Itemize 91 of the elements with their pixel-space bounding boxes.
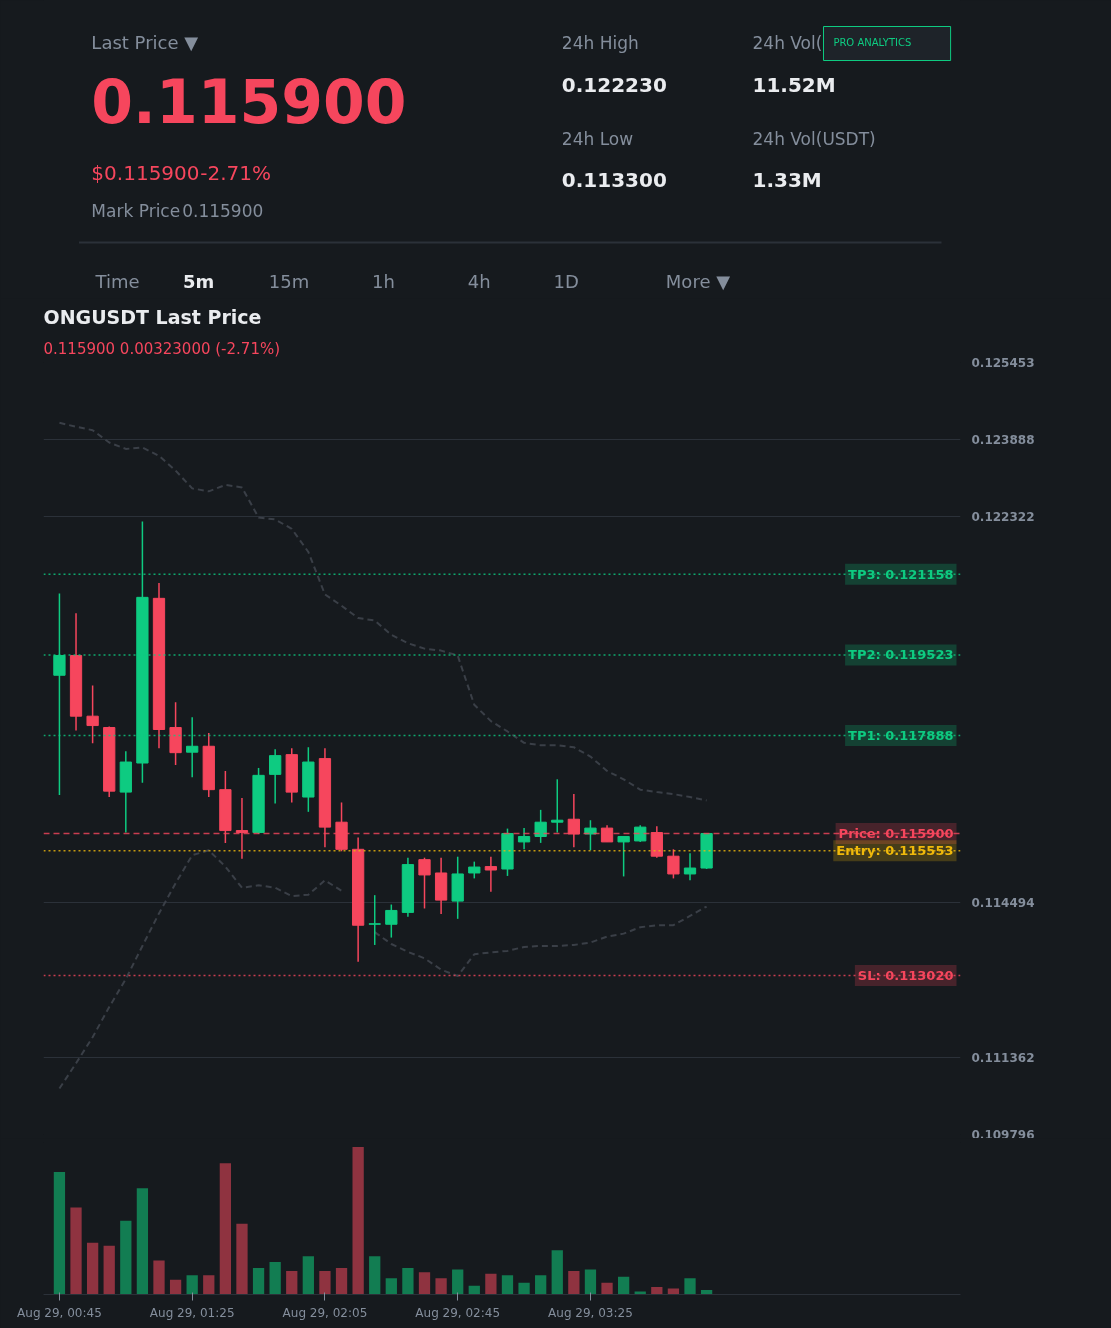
x-tick-label: Aug 29, 03:25 xyxy=(548,1305,633,1320)
x-tick-label: Aug 29, 02:05 xyxy=(282,1305,368,1320)
bar xyxy=(136,1188,149,1295)
bar xyxy=(302,1256,314,1295)
y-tick-label: 0.122322 xyxy=(971,510,1035,525)
bar xyxy=(53,1172,66,1295)
chart-title: ONGUSDT Last Price xyxy=(43,305,262,328)
bar xyxy=(584,1269,597,1295)
text: 15m xyxy=(268,271,310,292)
bar xyxy=(568,1270,580,1295)
text: 0.122230 xyxy=(561,72,667,97)
text: 24h Vol(USDT) xyxy=(752,128,876,149)
text: 24h Vol( xyxy=(752,32,823,53)
bar xyxy=(236,1223,248,1295)
candlestick xyxy=(551,778,564,834)
y-tick-label: 0.111362 xyxy=(971,1050,1035,1065)
x-tick-label: Aug 29, 01:25 xyxy=(149,1305,235,1320)
bar xyxy=(103,1245,115,1295)
y-tick-label: 0.109796 xyxy=(971,1127,1035,1142)
bar xyxy=(485,1273,497,1295)
candlestick xyxy=(418,856,431,910)
bar xyxy=(601,1282,613,1295)
candlestick xyxy=(385,903,398,939)
x-tick-label: Aug 29, 00:45 xyxy=(17,1305,102,1320)
text: 0.115900 xyxy=(91,67,407,137)
bar xyxy=(452,1269,464,1295)
chart-subtitle: 0.115900 0.00323000 (-2.71%) xyxy=(43,339,281,358)
bar xyxy=(153,1260,165,1295)
ref-line-label: SL: 0.113020 xyxy=(857,968,954,984)
text: 5m xyxy=(182,271,215,292)
bar xyxy=(335,1267,348,1295)
candlestick xyxy=(617,835,630,878)
bar xyxy=(617,1276,630,1295)
bar xyxy=(551,1250,563,1295)
text: 11.52M xyxy=(752,72,836,97)
bar xyxy=(203,1275,215,1295)
bar xyxy=(269,1262,281,1295)
ref-line-label: TP2: 0.119523 xyxy=(848,647,954,663)
y-tick-label: 0.114494 xyxy=(971,896,1035,911)
bar xyxy=(501,1275,514,1295)
bar xyxy=(518,1282,530,1295)
ref-line-label: TP3: 0.121158 xyxy=(848,566,954,582)
bar xyxy=(352,1146,364,1295)
bar xyxy=(319,1270,331,1295)
text: 24h Low xyxy=(561,128,634,149)
text: 1.33M xyxy=(752,167,822,192)
ref-line-label: TP1: 0.117888 xyxy=(848,728,954,744)
text: More ▼ xyxy=(665,271,731,292)
candlestick xyxy=(269,748,282,805)
text: 24h High xyxy=(561,32,639,53)
bar xyxy=(535,1275,547,1295)
y-tick-label: 0.123888 xyxy=(971,433,1035,448)
x-tick-label: Aug 29, 02:45 xyxy=(415,1305,501,1320)
text: Mark Price xyxy=(91,200,181,221)
bar xyxy=(435,1278,447,1295)
ref-line-label: Price: 0.115900 xyxy=(838,826,954,842)
candlestick xyxy=(534,809,547,844)
text: Last Price ▼ xyxy=(91,32,199,53)
text: -2.71% xyxy=(200,160,272,185)
text: 0.115900 xyxy=(182,201,264,221)
bar xyxy=(219,1163,232,1295)
y-tick-label: 0.125453 xyxy=(971,356,1035,370)
candlestick xyxy=(368,894,381,946)
text: PRO ANALYTICS xyxy=(833,37,912,48)
bar xyxy=(70,1207,82,1295)
text: 1D xyxy=(553,271,579,292)
text: Time xyxy=(94,271,140,292)
candlestick xyxy=(484,855,498,893)
bar xyxy=(286,1270,298,1295)
candlestick xyxy=(517,827,531,851)
bar xyxy=(169,1279,182,1295)
candlestick xyxy=(683,852,697,882)
candlestick xyxy=(86,684,99,745)
bar xyxy=(684,1278,696,1295)
bar xyxy=(402,1267,414,1295)
line-series xyxy=(58,421,708,802)
bar xyxy=(86,1242,99,1295)
bar xyxy=(252,1267,265,1295)
bar xyxy=(651,1287,663,1295)
ref-line-label: Entry: 0.115553 xyxy=(836,843,954,859)
text: 1h xyxy=(372,271,395,292)
bar xyxy=(369,1256,381,1295)
text: $0.115900 xyxy=(91,160,200,185)
candlestick xyxy=(584,819,597,852)
text: 0.113300 xyxy=(561,167,667,192)
candlestick xyxy=(667,848,680,880)
text: 4h xyxy=(467,271,491,292)
bar xyxy=(385,1278,397,1295)
bar xyxy=(418,1272,431,1295)
bar xyxy=(120,1220,132,1295)
bar xyxy=(186,1275,198,1295)
